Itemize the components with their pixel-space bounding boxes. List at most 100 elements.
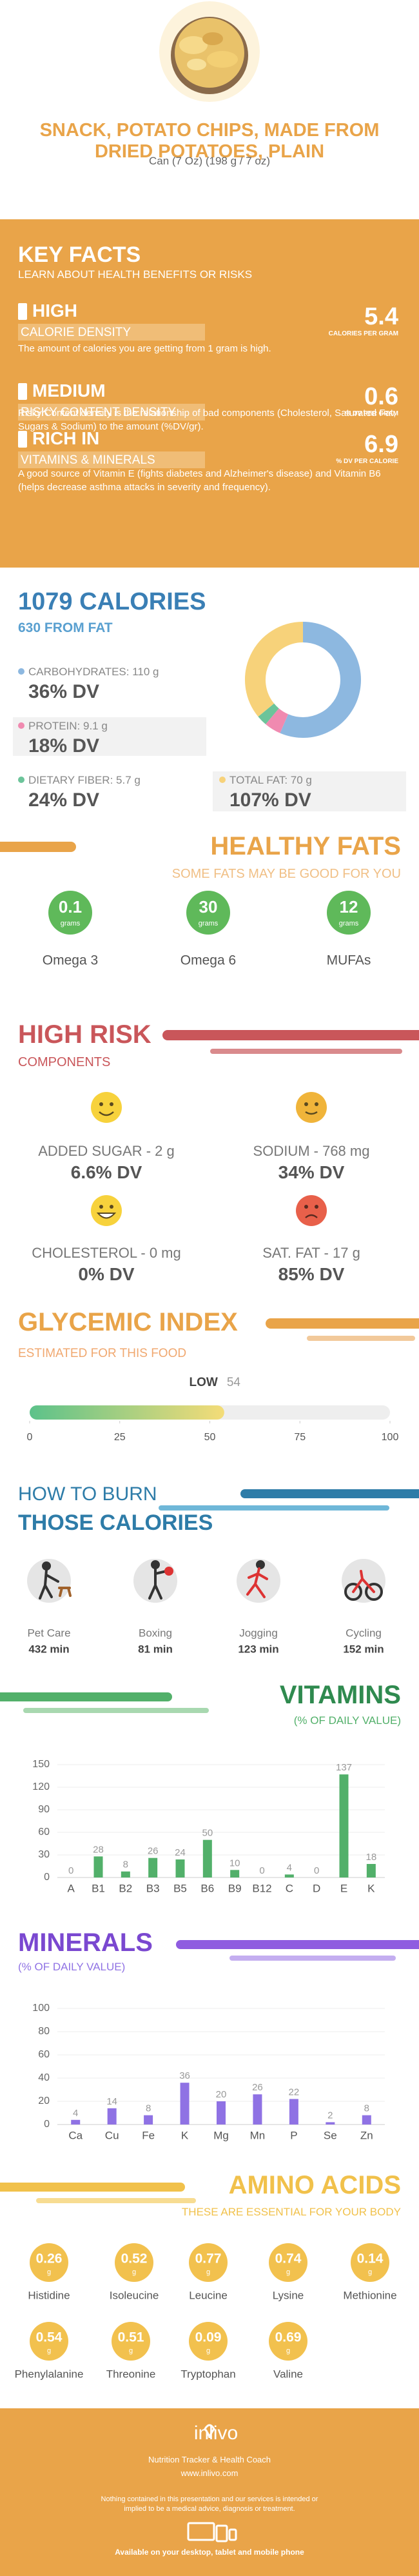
nutrient-dv: 24% DV — [28, 789, 100, 811]
activity-name: Boxing — [139, 1627, 172, 1639]
risk-icons — [91, 1092, 327, 1226]
nutrient-label: PROTEIN: 9.1 g — [28, 720, 108, 732]
gi-bar — [30, 1405, 224, 1420]
fact-text: The amount of calories you are getting f… — [18, 343, 271, 354]
x-tick-label: Mn — [250, 2129, 266, 2141]
x-tick-label: Mg — [213, 2129, 229, 2141]
fat-name: Omega 3 — [43, 953, 98, 968]
x-tick-label: B3 — [146, 1882, 160, 1894]
fat-circle — [186, 891, 230, 935]
brand: inlivo — [193, 2422, 239, 2444]
amino-name: Phenylalanine — [15, 2368, 84, 2380]
bar — [326, 2122, 335, 2125]
y-tick-label: 120 — [32, 1781, 50, 1792]
y-tick-label: 150 — [32, 1759, 50, 1770]
value-label: 0 — [314, 1865, 319, 1876]
disclaimer: Nothing contained in this presentation a… — [101, 2495, 318, 2513]
section-subtitle: LEARN ABOUT HEALTH BENEFITS OR RISKS — [18, 268, 253, 281]
amino-unit: g — [206, 2268, 210, 2276]
amino-name: Histidine — [28, 2289, 70, 2301]
bar — [362, 2115, 371, 2125]
activity-time: 81 min — [138, 1643, 173, 1655]
nutrient-label: CARBOHYDRATES: 110 g — [28, 666, 159, 678]
fact-name: RISKY CONTENT DENSITY — [21, 406, 177, 419]
bar — [253, 2094, 262, 2125]
tagline: Nutrition Tracker & Health Coach — [148, 2455, 271, 2464]
fat-unit: grams — [61, 920, 81, 927]
section-subtitle: SOME FATS MAY BE GOOD FOR YOU — [171, 867, 401, 881]
section-title: VITAMINS — [279, 1681, 401, 1709]
calories-subtitle: 630 FROM FAT — [18, 620, 113, 635]
section-title: KEY FACTS — [18, 243, 141, 267]
amino-icons: 0.26 g Histidine 0.52 g Isoleucine 0.77 g Leucin… — [15, 2243, 397, 2380]
amino-unit: g — [286, 2268, 290, 2276]
risk-dv: 0% DV — [78, 1264, 135, 1284]
amino-name: Valine — [273, 2368, 303, 2380]
fact-level: RICH IN — [32, 428, 100, 448]
fact-unit: CALORIES PER GRAM — [328, 330, 398, 337]
calories-title: 1079 CALORIES — [18, 588, 206, 615]
bar — [366, 1864, 376, 1878]
y-tick-label: 60 — [38, 2049, 50, 2060]
risk-label: ADDED SUGAR - 2 g — [38, 1143, 175, 1159]
value-label: 18 — [365, 1852, 376, 1863]
nutrient-dv: 18% DV — [28, 735, 100, 757]
fat-circle — [327, 891, 371, 935]
fat-icons: 0.1 grams Omega 3 30 grams Omega 6 12 grams MUFA… — [43, 891, 371, 968]
fact-name: VITAMINS & MINERALS — [21, 453, 155, 467]
amino-circle — [115, 2243, 153, 2282]
x-tick-label: B2 — [119, 1882, 132, 1894]
section-title: HOW TO BURN — [18, 1483, 157, 1505]
y-tick-label: 0 — [44, 2119, 50, 2130]
gi-value: 54 — [227, 1376, 241, 1389]
y-tick-label: 40 — [38, 2072, 50, 2083]
amino-value: 0.09 — [195, 2330, 222, 2345]
x-tick-label: B12 — [252, 1882, 271, 1894]
x-tick-label: B5 — [173, 1882, 187, 1894]
fat-value: 12 — [340, 897, 358, 916]
fact-level: MEDIUM — [32, 381, 106, 401]
value-label: 22 — [289, 2086, 300, 2097]
amino-value: 0.14 — [357, 2252, 384, 2266]
value-label: 24 — [175, 1847, 186, 1858]
x-tick-label: D — [313, 1882, 320, 1894]
x-tick-label: B6 — [200, 1882, 214, 1894]
value-label: 8 — [364, 2103, 369, 2114]
amino-value: 0.54 — [36, 2330, 63, 2345]
fact-value: 0.6 — [364, 383, 398, 410]
fact-name: CALORIE DENSITY — [21, 326, 132, 339]
risk-dv: 85% DV — [278, 1264, 345, 1284]
amino-unit: g — [206, 2347, 210, 2355]
x-tick-label: Zn — [360, 2129, 373, 2141]
amino-circle — [269, 2243, 307, 2282]
y-tick-label: 0 — [44, 1872, 50, 1883]
fact-value: 6.9 — [364, 431, 398, 458]
fact-badge — [18, 383, 27, 400]
fat-name: MUFAs — [327, 953, 371, 968]
gi-tick-label: 75 — [294, 1432, 306, 1443]
decor-stripes — [0, 842, 419, 2203]
fat-unit: grams — [339, 920, 359, 927]
amino-circle — [30, 2243, 68, 2282]
bar — [217, 2101, 226, 2125]
bar — [289, 2099, 298, 2125]
activity-time: 123 min — [238, 1643, 278, 1655]
key-facts-bg — [0, 219, 419, 568]
fat-value: 30 — [199, 897, 218, 916]
bar — [175, 1859, 185, 1878]
risk-dv: 6.6% DV — [70, 1162, 142, 1182]
available: Available on your desktop, tablet and mo… — [115, 2548, 304, 2557]
bar — [93, 1856, 103, 1878]
fat-circle — [48, 891, 92, 935]
fact-unit: % DV PER GRAM — [345, 410, 398, 417]
fact-band — [18, 451, 205, 468]
bar — [144, 2115, 153, 2125]
burn-icons — [27, 1559, 385, 1603]
amino-circle — [269, 2322, 307, 2361]
fact-band — [18, 404, 205, 421]
x-tick-label: Fe — [142, 2129, 155, 2141]
amino-circle — [189, 2322, 228, 2361]
amino-name: Leucine — [189, 2289, 228, 2301]
amino-name: Methionine — [343, 2289, 396, 2301]
x-tick-label: C — [286, 1882, 293, 1894]
